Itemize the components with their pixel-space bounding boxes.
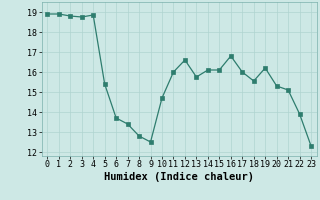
X-axis label: Humidex (Indice chaleur): Humidex (Indice chaleur): [104, 172, 254, 182]
